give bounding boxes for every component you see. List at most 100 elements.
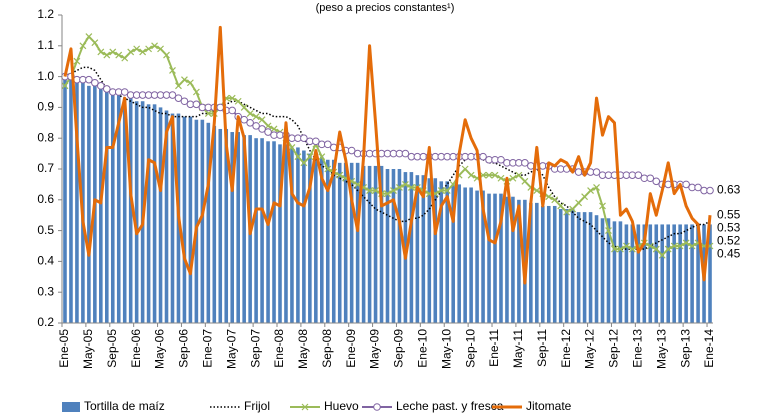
marker (85, 33, 93, 40)
bar (122, 98, 127, 323)
bar (349, 162, 354, 323)
end-label: 0.53 (717, 220, 741, 234)
marker (103, 51, 111, 59)
bar (415, 175, 420, 323)
marker (599, 202, 606, 210)
bar (302, 150, 306, 323)
bar (116, 95, 121, 323)
marker (264, 128, 272, 136)
bar (499, 193, 503, 323)
marker (401, 149, 410, 158)
marker (252, 122, 260, 130)
bar (134, 101, 139, 324)
bar (110, 92, 115, 323)
bar (69, 79, 73, 324)
x-tick-label: Ene-07 (200, 329, 214, 368)
x-tick-label: Ene-09 (344, 329, 358, 368)
marker (354, 180, 362, 188)
marker (145, 45, 153, 53)
y-tick-label: 1.0 (37, 69, 54, 83)
marker (467, 171, 475, 179)
marker (163, 51, 170, 59)
legend-label: Leche past. y fresca (396, 399, 504, 413)
marker (652, 177, 661, 186)
bar (266, 141, 270, 323)
y-tick-label: 0.7 (37, 161, 54, 175)
marker (91, 39, 99, 47)
x-tick-label: Ene-11 (487, 329, 501, 367)
bar (200, 119, 205, 323)
bar (517, 199, 521, 323)
bar (224, 128, 229, 323)
bar (451, 184, 455, 323)
marker (485, 171, 493, 179)
marker (252, 113, 260, 121)
marker (175, 82, 182, 90)
legend-item: Leche past. y fresca (362, 399, 504, 413)
marker (676, 242, 684, 250)
bar (427, 178, 432, 323)
marker (312, 137, 320, 146)
bar (493, 193, 497, 323)
bar (296, 147, 300, 323)
legend-label: Frijol (244, 399, 270, 413)
bar (439, 181, 444, 323)
marker (682, 180, 690, 189)
bar (588, 212, 593, 323)
marker (246, 110, 254, 117)
marker (73, 57, 81, 65)
bar (284, 144, 288, 323)
bar (409, 172, 414, 323)
bar (355, 162, 360, 323)
bar (552, 205, 557, 323)
bar (523, 199, 527, 323)
line (63, 25, 712, 285)
marker (384, 190, 391, 198)
bar (367, 165, 372, 323)
marker (318, 153, 326, 161)
bar (194, 119, 199, 323)
marker (240, 115, 248, 124)
marker (622, 242, 630, 250)
bar (391, 169, 396, 323)
bar (242, 135, 246, 323)
marker (133, 45, 141, 53)
bar (570, 209, 575, 323)
marker (407, 184, 415, 191)
marker (479, 152, 487, 161)
marker (127, 48, 135, 56)
bar (343, 162, 348, 323)
bar (158, 107, 163, 324)
marker (61, 82, 69, 90)
y-tick-label: 0.8 (37, 130, 54, 144)
marker (437, 187, 445, 194)
bar (546, 205, 551, 323)
legend-swatch (62, 402, 80, 412)
bar (600, 218, 605, 323)
bar (463, 187, 467, 323)
marker (120, 88, 129, 96)
end-label: 0.55 (717, 207, 741, 221)
x-tick-label: Sep-08 (320, 329, 334, 368)
marker (258, 116, 266, 124)
marker (557, 202, 565, 210)
marker (670, 242, 678, 250)
marker (551, 196, 559, 204)
marker (300, 159, 308, 167)
x-tick-label: May-11 (511, 329, 525, 368)
bar (648, 224, 653, 323)
bar (63, 76, 67, 323)
marker (497, 155, 505, 164)
marker (181, 76, 188, 84)
marker (664, 245, 672, 253)
bar (128, 98, 133, 323)
marker (366, 187, 374, 194)
marker (694, 183, 702, 192)
y-tick-label: 0.3 (37, 284, 54, 298)
marker (592, 168, 601, 176)
marker (228, 94, 236, 102)
bar (260, 138, 264, 323)
bar (206, 122, 211, 323)
x-tick-label: Sep-07 (248, 329, 262, 368)
bar (558, 209, 563, 323)
